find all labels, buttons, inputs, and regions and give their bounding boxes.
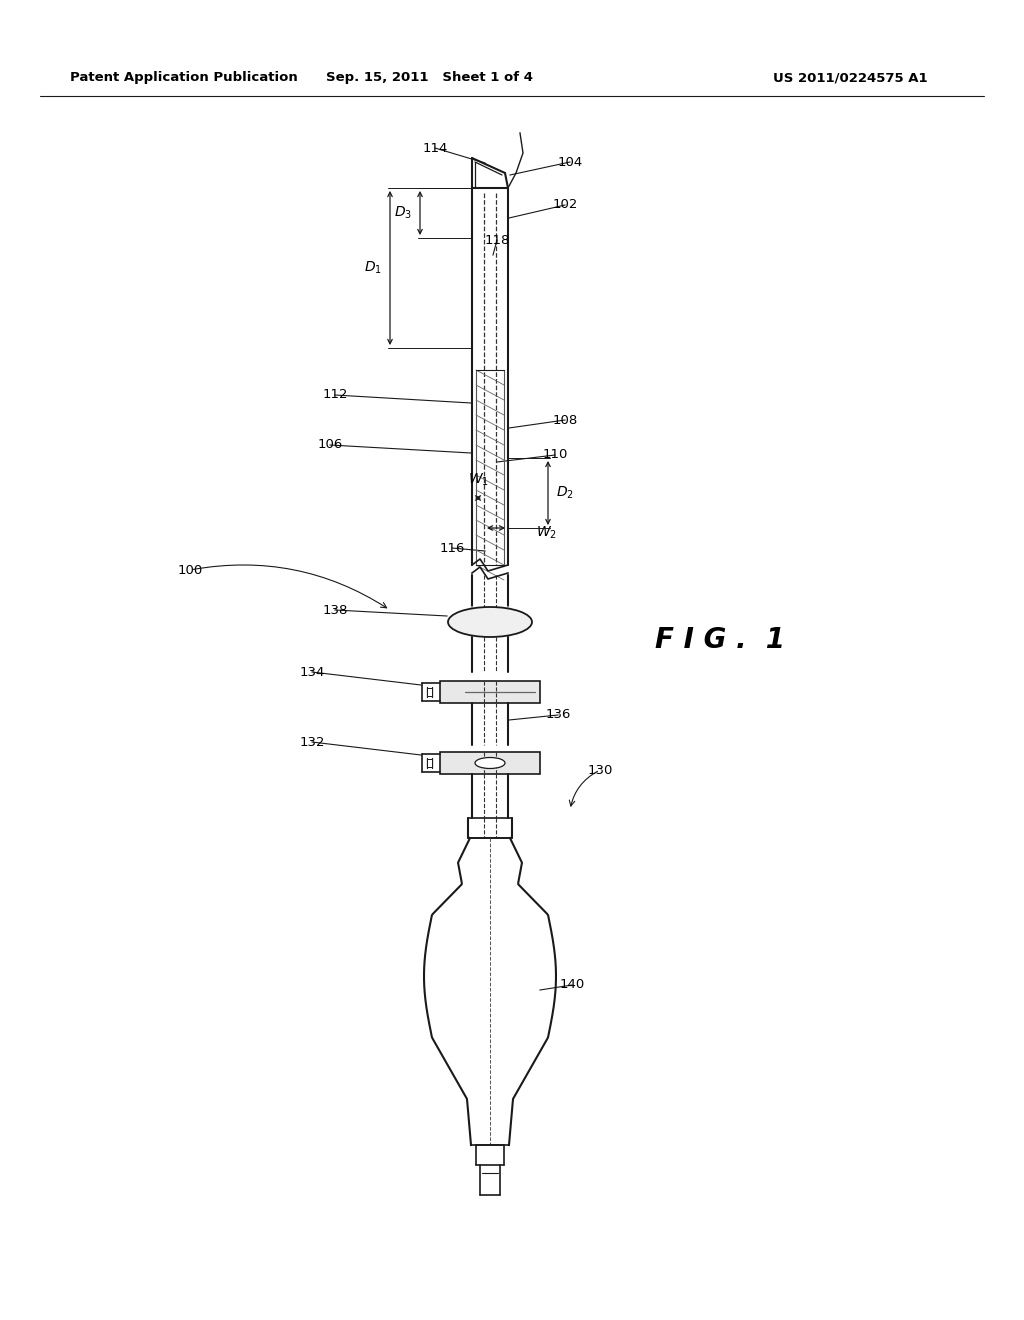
Text: $W_2$: $W_2$ — [536, 525, 557, 541]
Text: US 2011/0224575 A1: US 2011/0224575 A1 — [773, 71, 928, 84]
Text: $D_3$: $D_3$ — [394, 205, 412, 222]
Bar — [440, 681, 540, 704]
Text: Sep. 15, 2011   Sheet 1 of 4: Sep. 15, 2011 Sheet 1 of 4 — [327, 71, 534, 84]
Text: 132: 132 — [299, 735, 325, 748]
Text: 130: 130 — [588, 763, 612, 776]
Ellipse shape — [449, 607, 532, 638]
Bar — [427, 688, 432, 696]
Text: F I G .  1: F I G . 1 — [655, 626, 785, 653]
Text: 138: 138 — [323, 603, 348, 616]
Text: 116: 116 — [439, 541, 465, 554]
Bar — [440, 752, 540, 774]
Text: 106: 106 — [317, 438, 343, 451]
Text: 134: 134 — [299, 665, 325, 678]
Bar — [427, 759, 432, 767]
Text: 108: 108 — [552, 413, 578, 426]
Text: 110: 110 — [543, 449, 567, 462]
Text: 100: 100 — [177, 564, 203, 577]
Text: 140: 140 — [559, 978, 585, 991]
Text: $D_1$: $D_1$ — [365, 260, 382, 276]
Text: 104: 104 — [557, 156, 583, 169]
Text: 118: 118 — [484, 234, 510, 247]
Text: 112: 112 — [323, 388, 348, 401]
Text: $D_2$: $D_2$ — [556, 484, 573, 502]
Text: 136: 136 — [546, 709, 570, 722]
Text: Patent Application Publication: Patent Application Publication — [70, 71, 298, 84]
Ellipse shape — [475, 758, 505, 768]
Text: 114: 114 — [422, 141, 447, 154]
Text: 102: 102 — [552, 198, 578, 211]
Text: $W_1$: $W_1$ — [468, 471, 488, 488]
